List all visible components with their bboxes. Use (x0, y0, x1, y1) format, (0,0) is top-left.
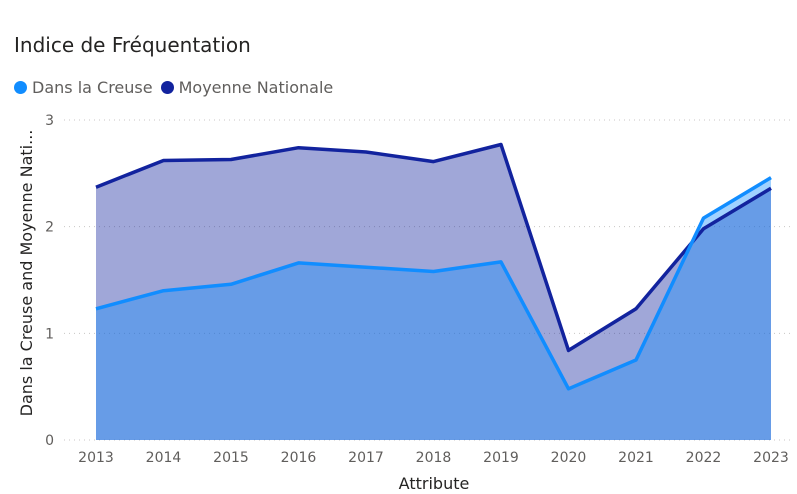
y-tick-label: 2 (45, 220, 54, 236)
x-tick-label: 2013 (78, 450, 114, 466)
y-axis-title: Dans la Creuse and Moyenne Nati... (17, 130, 36, 417)
x-tick-label: 2020 (551, 450, 587, 466)
x-axis-ticks: 2013 2014 2015 2016 2017 2018 2019 2020 2021 2022… (78, 450, 789, 466)
legend-label-moyenne-nationale: Moyenne Nationale (178, 78, 334, 97)
legend-marker-dans-la-creuse (14, 81, 27, 94)
line-dans-la-creuse (95, 176, 772, 391)
x-tick-label: 2017 (348, 450, 384, 466)
x-tick-label: 2014 (146, 450, 182, 466)
y-tick-label: 1 (45, 326, 54, 342)
legend-item-moyenne-nationale[interactable]: Moyenne Nationale (160, 78, 334, 97)
x-tick-label: 2021 (618, 450, 654, 466)
y-tick-label: 0 (45, 433, 54, 449)
y-tick-label: 3 (45, 113, 54, 129)
legend-item-dans-la-creuse[interactable]: Dans la Creuse (14, 78, 153, 97)
x-axis-title: Attribute (399, 474, 470, 493)
x-tick-label: 2018 (416, 450, 452, 466)
chart-title: Indice de Fréquentation (14, 33, 251, 57)
x-tick-label: 2015 (213, 450, 249, 466)
line-moyenne-nationale (95, 142, 772, 353)
legend: Dans la Creuse Moyenne Nationale (14, 78, 341, 97)
legend-label-dans-la-creuse: Dans la Creuse (32, 78, 153, 97)
x-tick-label: 2022 (686, 450, 722, 466)
y-axis-ticks: 0 1 2 3 (45, 113, 54, 449)
x-tick-label: 2019 (483, 450, 519, 466)
legend-marker-moyenne-nationale (160, 81, 174, 94)
area-moyenne-nationale (96, 144, 771, 440)
x-tick-label: 2023 (753, 450, 789, 466)
series-lines (95, 142, 772, 391)
x-tick-label: 2016 (281, 450, 317, 466)
